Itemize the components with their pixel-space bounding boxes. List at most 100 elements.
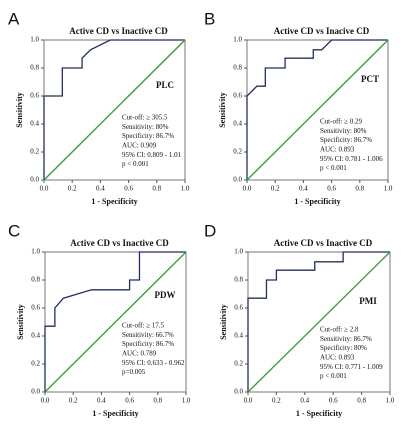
x-axis-label: 1 - Specificity <box>294 197 340 206</box>
x-tick-label: 0.0 <box>40 185 49 193</box>
x-tick-label: 0.2 <box>271 185 280 193</box>
x-tick-label: 0.4 <box>97 397 106 405</box>
x-tick-label: 0.8 <box>153 397 162 405</box>
annotation: AUC: 0.909 <box>122 142 157 150</box>
x-tick-label: 0.2 <box>272 397 281 405</box>
x-tick-label: 0.6 <box>329 397 338 405</box>
y-tick-label: 0.8 <box>31 276 40 284</box>
y-tick-label: 0.4 <box>31 332 40 340</box>
roc-line <box>247 251 390 392</box>
annotation: Sensitivity: 66.7% <box>122 331 174 339</box>
x-tick-label: 1.0 <box>386 397 395 405</box>
y-tick-label: 0.4 <box>234 332 243 340</box>
x-tick-label: 1.0 <box>181 185 190 193</box>
x-tick-label: 0.8 <box>357 397 366 405</box>
y-tick-label: 0.8 <box>234 276 243 284</box>
roc-line <box>43 39 186 181</box>
x-tick-label: 0.0 <box>41 397 50 405</box>
y-axis-label: Sensitivity <box>15 92 24 128</box>
x-axis-label: 1 - Specificity <box>91 197 137 206</box>
annotation: 95% CI: 0.781 - 1.006 <box>320 155 383 163</box>
x-tick-label: 0.4 <box>96 185 105 193</box>
x-tick-label: 0.6 <box>327 185 336 193</box>
annotation: 95% CI: 0.633 - 0.962 <box>122 359 185 367</box>
annotation: Cut-off: ≥ 17.5 <box>122 322 165 330</box>
roc-line <box>43 39 185 180</box>
panel-letter: B <box>204 9 215 28</box>
y-tick-label: 0.6 <box>234 304 243 312</box>
x-tick-label: 0.2 <box>69 397 78 405</box>
panel-letter: D <box>204 221 216 240</box>
y-tick-label: 0.2 <box>233 148 242 156</box>
y-tick-label: 0.4 <box>233 120 242 128</box>
plot-frame <box>44 251 187 393</box>
chart-title: Active CD vs Inactive CD <box>274 238 373 248</box>
y-tick-label: 0.6 <box>30 92 39 100</box>
annotation: Sensitivity: 80% <box>122 123 169 131</box>
y-tick-label: 0.2 <box>234 360 243 368</box>
x-tick-label: 0.0 <box>243 185 252 193</box>
y-tick-label: 1.0 <box>233 36 242 44</box>
marker-label: PLC <box>156 80 174 90</box>
y-tick-label: 0.6 <box>31 304 40 312</box>
y-axis-label: Sensitivity <box>218 92 227 128</box>
chart-title: Active CD vs Inactive CD <box>69 26 168 36</box>
y-tick-label: 0.0 <box>30 176 39 184</box>
y-tick-label: 0.4 <box>30 120 39 128</box>
x-tick-label: 1.0 <box>384 185 393 193</box>
y-tick-label: 0.0 <box>234 388 243 396</box>
y-tick-label: 1.0 <box>30 36 39 44</box>
x-tick-label: 0.6 <box>125 397 134 405</box>
marker-label: PMI <box>359 296 377 306</box>
y-tick-label: 0.2 <box>30 148 39 156</box>
annotation: Specificity: 80% <box>320 344 367 352</box>
x-tick-label: 0.8 <box>355 185 364 193</box>
x-tick-label: 0.0 <box>244 397 253 405</box>
annotation: Cut-off: ≥ 305.5 <box>122 114 168 122</box>
panel-letter: C <box>8 221 20 240</box>
chart-title: Active CD vs Inacive CD <box>274 26 370 36</box>
annotation: Cut-off: ≥ 0.29 <box>320 118 363 126</box>
marker-label: PCT <box>361 74 379 84</box>
annotation: p < 0.001 <box>320 372 347 380</box>
y-tick-label: 0.8 <box>233 64 242 72</box>
panel-letter: A <box>8 9 20 28</box>
x-tick-label: 1.0 <box>182 397 191 405</box>
annotation: Specificity: 86.7% <box>122 340 174 348</box>
x-axis-label: 1 - Specificity <box>296 409 342 418</box>
annotation: Sensitivity: 80% <box>320 127 367 135</box>
annotation: Sensitivity: 86.7% <box>320 335 372 343</box>
roc-line <box>44 251 186 392</box>
annotation: AUC: 0.789 <box>122 350 157 358</box>
annotation: p < 0.001 <box>320 164 347 172</box>
x-tick-label: 0.2 <box>68 185 77 193</box>
x-tick-label: 0.6 <box>124 185 133 193</box>
y-tick-label: 1.0 <box>31 248 40 256</box>
x-axis-label: 1 - Specificity <box>92 409 138 418</box>
x-tick-label: 0.4 <box>300 397 309 405</box>
roc-line <box>246 39 388 180</box>
y-tick-label: 0.2 <box>31 360 40 368</box>
y-tick-label: 1.0 <box>234 248 243 256</box>
roc-line <box>246 39 389 181</box>
annotation: p < 0.001 <box>122 160 149 168</box>
y-axis-label: Sensitivity <box>219 304 228 340</box>
annotation: AUC: 0.893 <box>320 146 355 154</box>
y-tick-label: 0.0 <box>233 176 242 184</box>
annotation: Specificity: 86.7% <box>122 132 174 140</box>
x-tick-label: 0.8 <box>152 185 161 193</box>
annotation: p=0.005 <box>122 368 146 376</box>
roc-line <box>44 251 187 393</box>
annotation: Specificity: 86.7% <box>320 136 372 144</box>
roc-line <box>247 251 391 393</box>
y-tick-label: 0.6 <box>233 92 242 100</box>
annotation: 95% CI: 0.771 - 1.009 <box>320 363 383 371</box>
annotation: AUC: 0.893 <box>320 354 355 362</box>
x-tick-label: 0.4 <box>299 185 308 193</box>
marker-label: PDW <box>155 290 176 300</box>
annotation: 95% CI: 0.809 - 1.01 <box>122 151 182 159</box>
y-tick-label: 0.8 <box>30 64 39 72</box>
y-tick-label: 0.0 <box>31 388 40 396</box>
y-axis-label: Sensitivity <box>16 304 25 340</box>
